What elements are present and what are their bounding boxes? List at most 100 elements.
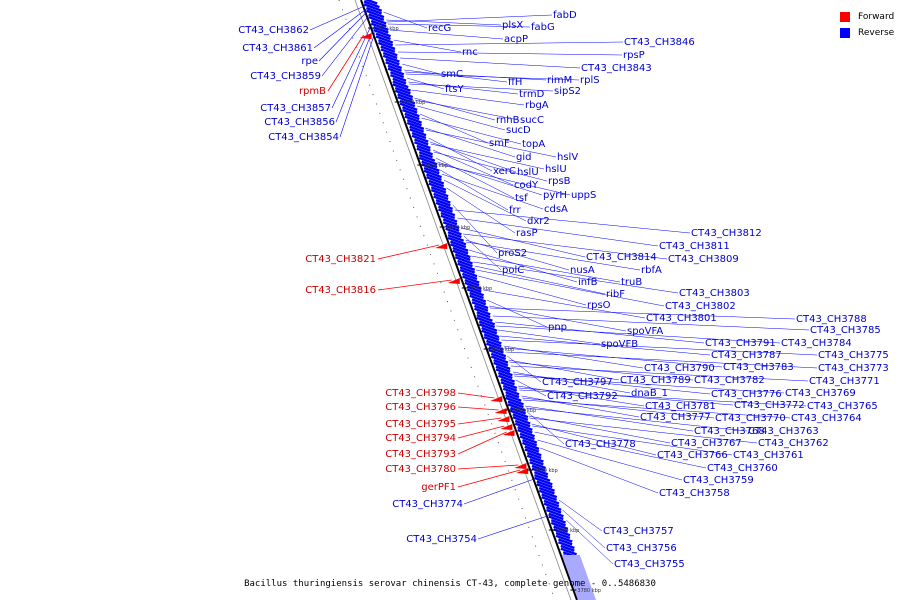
reverse-gene-block (418, 156, 438, 166)
reverse-gene-label: CT43_CH3757 (603, 526, 674, 537)
reverse-gene-block (454, 256, 473, 265)
reverse-gene-block (550, 519, 566, 527)
reverse-gene-label: pnp (548, 322, 567, 333)
reverse-gene-block (522, 441, 540, 451)
reverse-gene-block (411, 131, 427, 140)
reverse-gene-label: CT43_CH3768 (694, 426, 765, 437)
reverse-gene-block (526, 454, 544, 463)
forward-gene-arrow (447, 278, 460, 284)
reverse-leader-line (478, 275, 587, 306)
reverse-leader-line (509, 361, 694, 381)
reverse-gene-block (558, 541, 575, 550)
reverse-leader-line (517, 385, 645, 407)
reverse-gene-block (450, 240, 467, 249)
reverse-gene-label: CT43_CH3769 (785, 388, 856, 399)
reverse-gene-block (404, 115, 422, 124)
reverse-leader-line (522, 397, 715, 419)
reverse-gene-block (541, 493, 558, 501)
reverse-gene-block (363, 0, 380, 9)
reverse-gene-block (390, 71, 405, 79)
reverse-leader-line (525, 405, 694, 432)
reverse-gene-block (524, 448, 542, 457)
reverse-gene-block (433, 192, 449, 201)
reverse-leader-line (507, 355, 542, 383)
reverse-gene-block (363, 3, 383, 12)
reverse-gene-label: ribF (606, 289, 625, 300)
forward-gene-arrow (497, 416, 510, 422)
reverse-gene-label: CT43_CH3846 (624, 37, 695, 48)
reverse-gene-block (385, 58, 400, 66)
reverse-gene-label: CT43_CH3774 (392, 499, 463, 510)
reverse-leader-line (441, 173, 544, 210)
reverse-gene-label: nusA (570, 265, 595, 276)
forward-gene-label: CT43_CH3780 (385, 464, 456, 475)
reverse-gene-block (423, 169, 442, 179)
reverse-gene-block (471, 301, 489, 310)
reverse-gene-block (493, 359, 509, 367)
reverse-gene-block (409, 128, 427, 137)
reverse-gene-block (522, 439, 538, 447)
reverse-gene-block (411, 134, 429, 143)
reverse-gene-block (382, 54, 400, 63)
forward-gene-arrow (494, 408, 507, 414)
reverse-gene-block (490, 352, 507, 361)
scale-ticks: 3870 kbp 3860 kbp 3850 kbp 3840 kbp 3830 kbp… (368, 26, 601, 594)
reverse-gene-label: rasP (516, 228, 537, 239)
reverse-leader-line (497, 329, 601, 345)
reverse-strand-genes (363, 0, 596, 600)
forward-gene-arrow (502, 430, 515, 436)
reverse-gene-block (481, 329, 500, 339)
reverse-gene-label: CT43_CH3765 (807, 401, 878, 412)
reverse-leader-line (522, 399, 791, 419)
forward-leader-line (377, 244, 440, 260)
legend-label-reverse: Reverse (858, 28, 895, 38)
reverse-leader-line (499, 335, 711, 356)
reverse-gene-label: hslU (545, 164, 567, 175)
reverse-leader-line (494, 321, 705, 344)
reverse-gene-block (538, 486, 555, 495)
reverse-gene-label: topA (522, 139, 545, 150)
reverse-gene-label: rbgA (525, 100, 549, 111)
reverse-gene-block (500, 381, 518, 390)
reverse-gene-block (505, 393, 522, 402)
reverse-leader-line (489, 305, 627, 332)
reverse-gene-block (406, 121, 425, 131)
reverse-gene-block (363, 0, 378, 5)
reverse-gene-block (457, 259, 473, 268)
reverse-leader-line (518, 387, 734, 406)
reverse-gene-block (471, 298, 487, 306)
forward-gene-label: CT43_CH3793 (385, 449, 456, 460)
reverse-gene-block (462, 272, 478, 281)
reverse-gene-block (392, 80, 409, 89)
reverse-gene-label: uppS (571, 190, 596, 201)
reverse-gene-label: plsX (502, 20, 523, 31)
scale-tick-label: 3820 kbp (491, 347, 515, 353)
forward-gene-arrow (514, 463, 527, 469)
reverse-gene-block (442, 221, 460, 230)
reverse-gene-block (399, 99, 416, 108)
reverse-leader-line (477, 514, 551, 540)
reverse-leader-line (534, 431, 707, 469)
reverse-gene-block (366, 6, 383, 15)
forward-gene-arrow (516, 468, 529, 474)
reverse-gene-label: spoVFA (627, 326, 663, 337)
reverse-gene-block (430, 186, 447, 194)
reverse-gene-block (529, 461, 547, 470)
reverse-gene-label: CT43_CH3791 (705, 338, 776, 349)
reverse-gene-block (442, 218, 458, 226)
reverse-gene-block (435, 199, 451, 207)
reverse-leader-line (529, 417, 758, 444)
reverse-gene-label: dnaB_1 (631, 388, 668, 399)
reverse-leader-line (503, 345, 644, 369)
reverse-gene-block (438, 205, 453, 213)
reverse-gene-block (418, 153, 436, 162)
reverse-gene-block (514, 419, 531, 428)
reverse-gene-label: CT43_CH3862 (238, 25, 309, 36)
reverse-gene-label: frr (509, 205, 521, 216)
reverse-gene-label: rpe (301, 56, 318, 67)
forward-leader-line (457, 431, 507, 455)
reverse-leader-line (446, 187, 516, 234)
reverse-gene-block (373, 28, 391, 38)
reverse-gene-block (390, 73, 407, 82)
reverse-gene-label: cdsA (544, 204, 568, 215)
